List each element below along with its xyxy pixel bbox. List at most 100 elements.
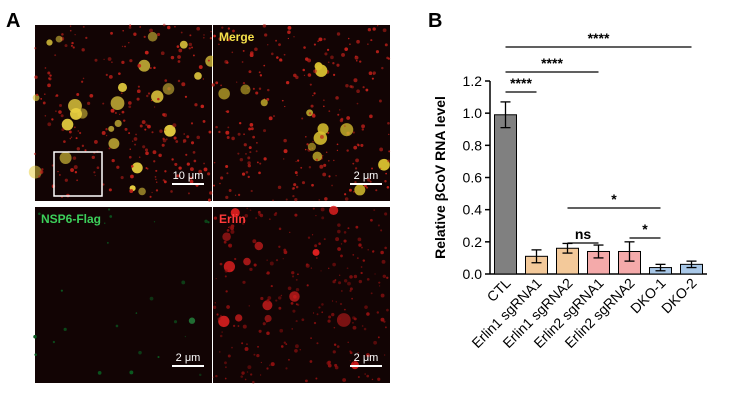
speckle (344, 47, 349, 52)
speckle (267, 88, 270, 92)
speckle (231, 346, 233, 349)
significance-label: ns (575, 226, 592, 242)
speckle (114, 119, 122, 128)
speckle (213, 216, 218, 220)
image-label: Erlin (219, 212, 246, 226)
speckle (34, 75, 38, 79)
speckle (314, 244, 318, 248)
speckle (188, 42, 193, 47)
speckle (381, 66, 384, 70)
speckle (366, 277, 370, 281)
speckle (108, 125, 115, 132)
speckle (163, 180, 167, 184)
speckle (269, 364, 271, 366)
speckle (242, 280, 246, 284)
speckle (129, 148, 131, 150)
speckle (367, 28, 372, 32)
significance-label: **** (510, 75, 532, 91)
speckle (319, 134, 324, 139)
speckle (260, 296, 264, 301)
speckle (203, 167, 208, 172)
micrographs: 10 μm Merge 2 μm NSP6-Flag 2 μm Erlin 2 μm (28, 23, 391, 384)
speckle (294, 171, 298, 175)
speckle (212, 376, 215, 378)
speckle (263, 64, 266, 67)
speckle (309, 360, 313, 363)
speckle (299, 349, 301, 351)
speckle (354, 184, 366, 196)
speckle (287, 286, 292, 291)
speckle (250, 127, 254, 131)
speckle (356, 89, 360, 94)
speckle (84, 149, 87, 152)
speckle (64, 44, 68, 48)
speckle (281, 99, 284, 102)
speckle (189, 167, 194, 172)
speckle (202, 119, 206, 123)
speckle (386, 186, 390, 189)
speckle (335, 301, 337, 303)
speckle (273, 115, 276, 118)
speckle (128, 155, 132, 159)
speckle (378, 158, 390, 171)
speckle (320, 270, 322, 272)
speckle (254, 47, 258, 52)
speckle (218, 87, 230, 100)
speckle (374, 273, 376, 275)
speckle (328, 267, 330, 270)
speckle (256, 161, 259, 164)
speckle (244, 346, 249, 351)
speckle (328, 315, 332, 319)
speckle (76, 93, 80, 96)
speckle (321, 216, 325, 220)
speckle (294, 348, 298, 353)
speckle (228, 233, 231, 235)
speckle (352, 361, 355, 363)
speckle (303, 46, 306, 49)
speckle (144, 128, 147, 131)
speckle (348, 188, 352, 192)
speckle (111, 61, 113, 63)
scale-bar-label: 2 μm (176, 352, 201, 364)
speckle (164, 129, 166, 131)
speckle (294, 198, 298, 202)
speckle (352, 316, 356, 320)
speckle (155, 169, 158, 172)
speckle (162, 83, 175, 95)
speckle (228, 243, 233, 248)
speckle (219, 262, 223, 266)
speckle (225, 290, 228, 293)
speckle (152, 150, 157, 155)
speckle (59, 174, 61, 176)
speckle (158, 153, 162, 158)
speckle (386, 308, 389, 312)
speckle (310, 337, 312, 339)
speckle (258, 329, 262, 333)
speckle (336, 313, 351, 327)
speckle (384, 180, 387, 183)
speckle (41, 168, 44, 171)
speckle (196, 135, 201, 140)
speckle (343, 231, 347, 234)
speckle (247, 365, 252, 370)
speckle (258, 87, 262, 91)
speckle (301, 318, 305, 322)
speckle (275, 259, 279, 262)
speckle (368, 71, 373, 76)
speckle (243, 133, 245, 136)
speckle (356, 257, 359, 260)
speckle (266, 271, 270, 275)
speckle (97, 371, 102, 375)
speckle (170, 190, 173, 193)
speckle (218, 130, 221, 134)
speckle (75, 137, 78, 140)
speckle (58, 110, 62, 114)
speckle (364, 305, 368, 309)
speckle (316, 257, 318, 259)
speckle (312, 113, 315, 116)
speckle (244, 378, 247, 381)
speckle (271, 52, 274, 56)
speckle (145, 167, 148, 169)
speckle (339, 109, 341, 111)
speckle (105, 73, 108, 77)
